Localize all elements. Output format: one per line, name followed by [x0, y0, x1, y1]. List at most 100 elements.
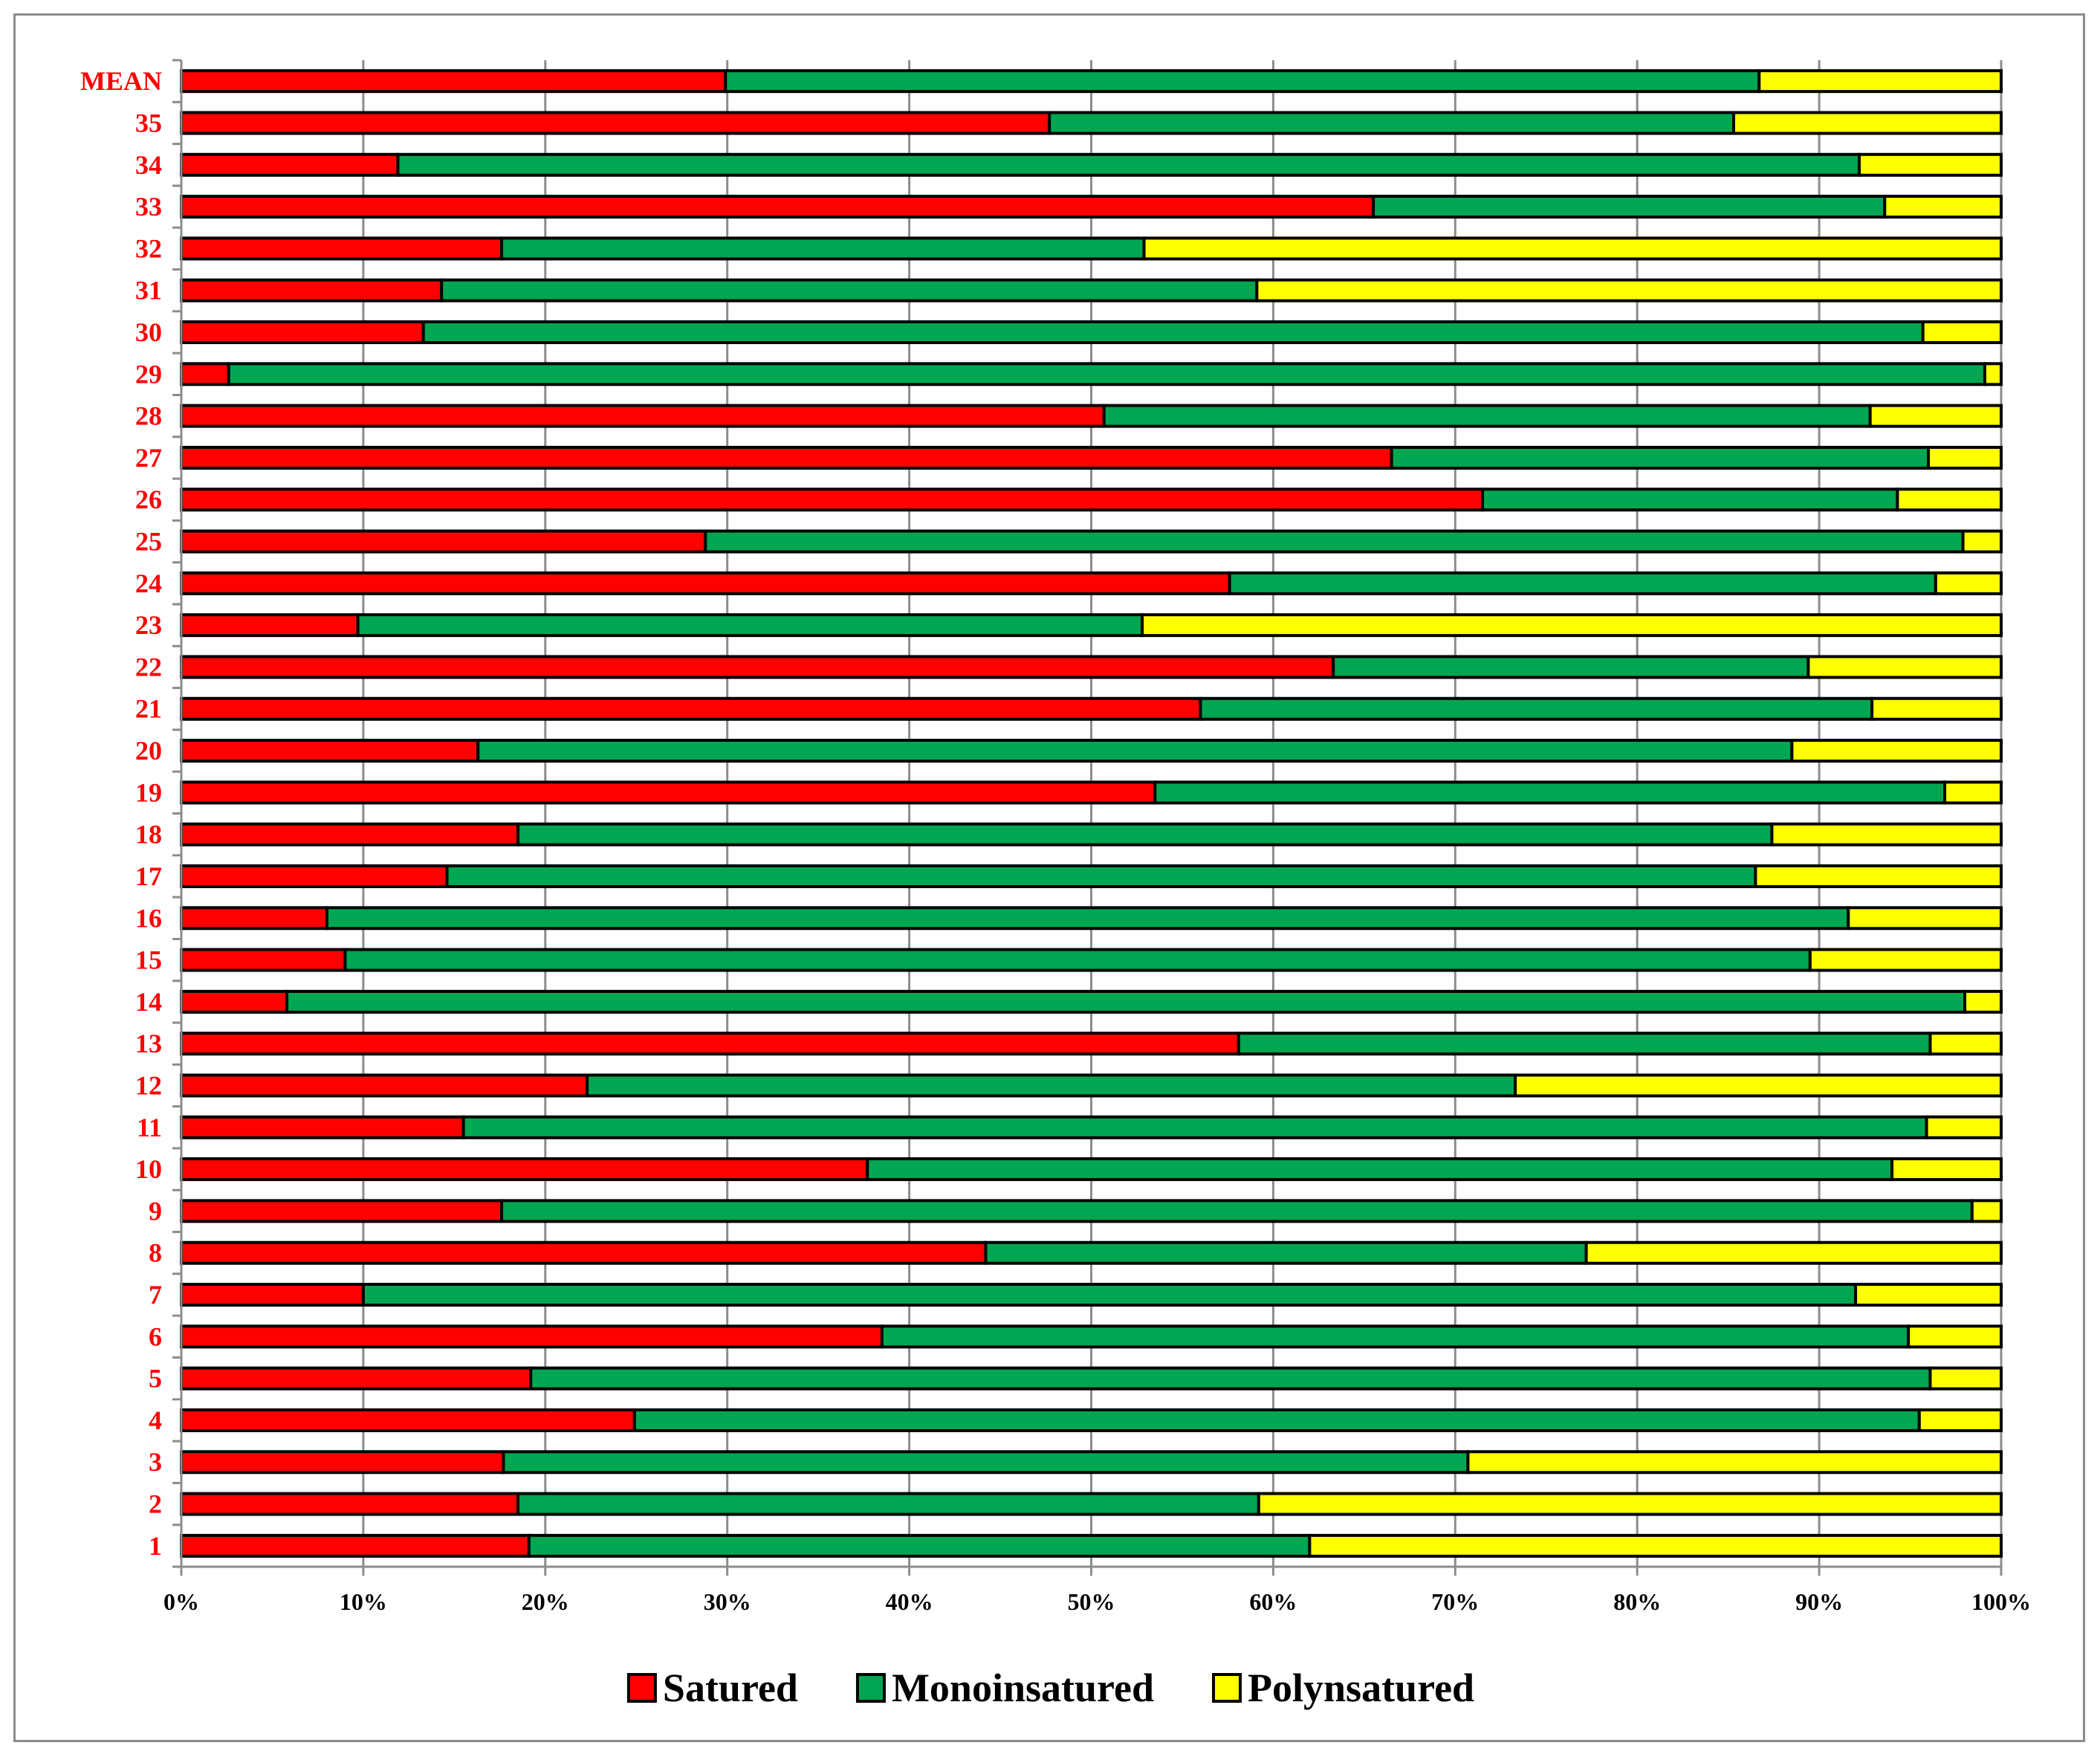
- category-label: 22: [135, 652, 162, 682]
- bar-segment-monoinsatured-10: [866, 1157, 1894, 1182]
- x-tick-label: 70%: [1431, 1588, 1479, 1615]
- category-label: 34: [135, 150, 162, 180]
- bar-segment-monoinsatured-8: [984, 1240, 1588, 1265]
- category-label: 32: [135, 233, 162, 263]
- bar-segment-polynsatured-24: [1934, 571, 2003, 595]
- bar-segment-monoinsatured-21: [1199, 696, 1874, 721]
- bar-segment-satured-2: [180, 1492, 520, 1516]
- bar-segment-monoinsatured-24: [1228, 571, 1937, 595]
- bar-segment-monoinsatured-17: [445, 864, 1757, 888]
- category-label: 9: [149, 1196, 162, 1226]
- bar-segment-satured-23: [180, 613, 360, 638]
- bar-segment-monoinsatured-12: [586, 1073, 1517, 1098]
- stacked-bar-chart: 1234567891011121314151617181920212223242…: [80, 59, 2031, 1710]
- bar-segment-polynsatured-1: [1308, 1533, 2003, 1558]
- bar-segment-polynsatured-33: [1883, 195, 2003, 219]
- bar-segment-satured-mean: [180, 69, 727, 94]
- bar-segment-satured-31: [180, 278, 444, 302]
- bar-segment-polynsatured-18: [1770, 822, 2003, 847]
- bar-segment-monoinsatured-9: [500, 1199, 1974, 1223]
- category-label: 25: [135, 527, 162, 557]
- category-label: 7: [149, 1280, 162, 1310]
- bar-segment-monoinsatured-25: [704, 529, 1965, 554]
- x-tick-label: 20%: [522, 1588, 569, 1615]
- bar-segment-satured-16: [180, 906, 328, 931]
- x-tick-label: 90%: [1795, 1588, 1843, 1615]
- category-label: 3: [149, 1447, 162, 1477]
- bar-segment-monoinsatured-3: [502, 1450, 1470, 1475]
- bar-segment-polynsatured-27: [1927, 445, 2003, 470]
- bar-segment-satured-8: [180, 1240, 988, 1265]
- bar-segment-satured-21: [180, 696, 1202, 721]
- bar-segment-monoinsatured-1: [527, 1533, 1312, 1558]
- bar-segment-monoinsatured-26: [1481, 488, 1899, 512]
- bar-segment-monoinsatured-6: [880, 1324, 1911, 1349]
- category-label: 28: [135, 401, 162, 431]
- bar-segment-polynsatured-6: [1907, 1324, 2003, 1349]
- bar-segment-satured-5: [180, 1366, 533, 1391]
- bar-segment-satured-26: [180, 488, 1485, 512]
- bar-segment-monoinsatured-28: [1102, 404, 1872, 428]
- bar-segment-monoinsatured-23: [356, 613, 1144, 638]
- bar-segment-polynsatured-29: [1983, 362, 2003, 386]
- bar-segment-satured-19: [180, 780, 1157, 805]
- category-label: 12: [135, 1070, 162, 1100]
- bar-segment-polynsatured-34: [1857, 152, 2003, 177]
- bar-segment-monoinsatured-16: [325, 906, 1850, 931]
- bar-segment-satured-30: [180, 320, 425, 344]
- bar-segment-monoinsatured-31: [440, 278, 1259, 302]
- category-label: 30: [135, 317, 162, 347]
- bar-segment-monoinsatured-2: [516, 1492, 1260, 1516]
- bar-segment-polynsatured-22: [1806, 655, 2003, 679]
- category-labels: 1234567891011121314151617181920212223242…: [80, 66, 162, 1561]
- bar-segment-polynsatured-11: [1925, 1115, 2003, 1139]
- x-tick-label: 30%: [704, 1588, 751, 1615]
- bar-segment-polynsatured-3: [1466, 1450, 2003, 1475]
- x-tick-label: 100%: [1971, 1588, 2031, 1615]
- bar-segment-monoinsatured-30: [421, 320, 1925, 344]
- x-tick-label: 60%: [1249, 1588, 1297, 1615]
- bars: [180, 69, 2003, 1558]
- bar-segment-monoinsatured-33: [1372, 195, 1887, 219]
- bar-segment-satured-20: [180, 739, 480, 763]
- bar-segment-satured-10: [180, 1157, 869, 1182]
- category-label: 10: [135, 1154, 162, 1184]
- bar-segment-monoinsatured-13: [1237, 1032, 1932, 1056]
- category-label: 16: [135, 903, 162, 933]
- bar-segment-polynsatured-21: [1870, 696, 2003, 721]
- category-label: 20: [135, 736, 162, 766]
- bar-segment-satured-3: [180, 1450, 505, 1475]
- bar-segment-satured-4: [180, 1408, 636, 1432]
- bar-segment-satured-24: [180, 571, 1231, 595]
- bar-segment-satured-29: [180, 362, 230, 386]
- category-label: 13: [135, 1029, 162, 1058]
- bar-segment-polynsatured-9: [1970, 1199, 2003, 1223]
- bar-segment-polynsatured-30: [1921, 320, 2003, 344]
- bar-segment-satured-22: [180, 655, 1335, 679]
- bar-segment-polynsatured-23: [1141, 613, 2003, 638]
- category-label: 23: [135, 610, 162, 640]
- bar-segment-polynsatured-mean: [1757, 69, 2003, 94]
- x-tick-label: 0%: [163, 1588, 199, 1615]
- bar-segment-satured-33: [180, 195, 1375, 219]
- bar-segment-polynsatured-14: [1963, 989, 2003, 1014]
- bar-segment-monoinsatured-14: [285, 989, 1967, 1014]
- bar-segment-satured-27: [180, 445, 1393, 470]
- bar-segment-satured-25: [180, 529, 707, 554]
- legend-label-polynsatured: Polynsatured: [1248, 1666, 1474, 1710]
- category-label: 6: [149, 1321, 162, 1351]
- bar-segment-monoinsatured-29: [227, 362, 1986, 386]
- bar-segment-monoinsatured-19: [1153, 780, 1947, 805]
- bar-segment-satured-12: [180, 1073, 589, 1098]
- category-label: 5: [149, 1364, 162, 1394]
- category-label: 17: [135, 861, 162, 891]
- axes: [172, 59, 2003, 1576]
- bar-segment-monoinsatured-11: [461, 1115, 1928, 1139]
- category-label: 8: [149, 1238, 162, 1268]
- bar-segment-monoinsatured-18: [516, 822, 1774, 847]
- bar-segment-satured-11: [180, 1115, 465, 1139]
- bar-segment-satured-1: [180, 1533, 531, 1558]
- category-label: 18: [135, 820, 162, 850]
- bar-segment-polynsatured-25: [1961, 529, 2003, 554]
- legend-swatch-monoinsatured: [855, 1673, 886, 1703]
